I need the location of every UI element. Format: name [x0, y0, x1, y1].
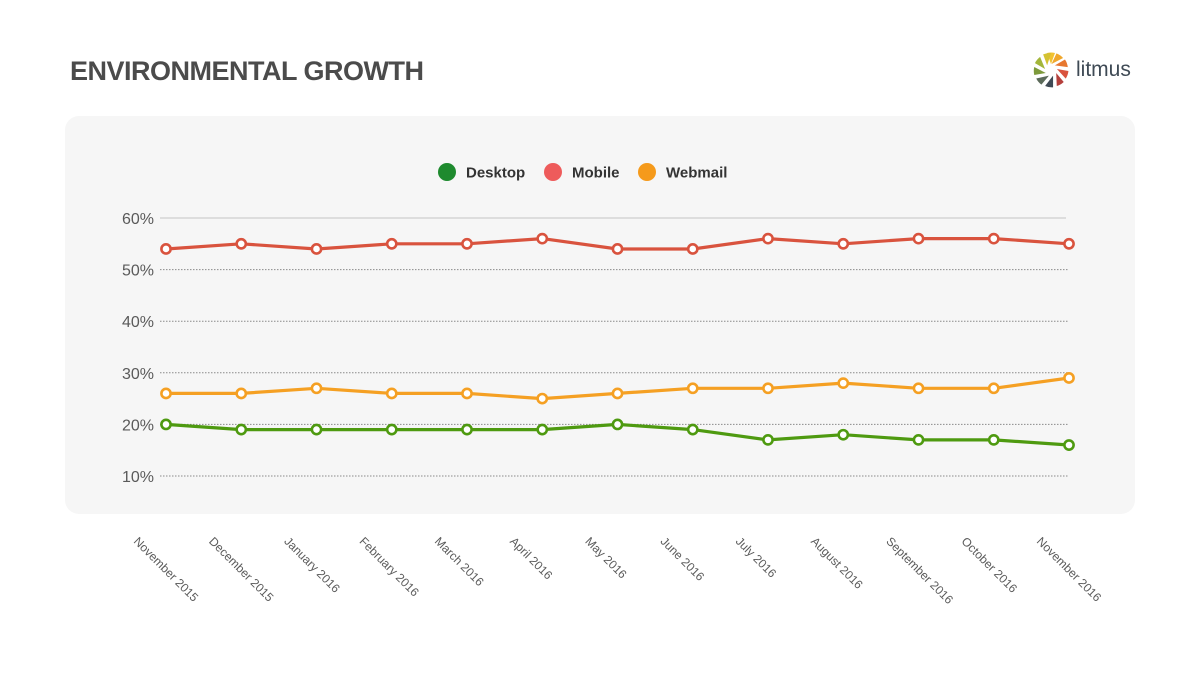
mobile-point	[762, 232, 774, 245]
webmail-point	[912, 382, 925, 395]
x-tick-label: June 2016	[658, 534, 708, 584]
mobile-point	[160, 243, 172, 255]
x-tick-label: August 2016	[808, 534, 866, 592]
webmail-point	[385, 387, 398, 400]
chart-panel	[65, 116, 1135, 514]
mobile-point	[235, 237, 248, 250]
mobile-point	[611, 243, 624, 255]
webmail-point	[536, 392, 549, 405]
webmail-point	[686, 382, 699, 395]
x-tick-label: November 2015	[131, 534, 202, 605]
y-tick-label: 60%	[122, 211, 154, 228]
webmail-point	[1063, 372, 1075, 384]
webmail-point	[160, 387, 172, 400]
desktop-point	[912, 433, 925, 446]
x-tick-label: September 2016	[883, 534, 956, 607]
webmail-legend-label: Webmail	[666, 165, 727, 182]
webmail-point	[310, 382, 323, 395]
y-tick-label: 10%	[122, 469, 154, 486]
desktop-legend-swatch	[438, 163, 456, 181]
desktop-point	[160, 418, 172, 431]
y-tick-label: 20%	[122, 417, 154, 434]
x-tick-label: November 2016	[1034, 534, 1105, 605]
brand-name: litmus	[1076, 58, 1131, 81]
mobile-legend-label: Mobile	[572, 165, 620, 182]
litmus-wheel-logo-icon	[1033, 52, 1069, 88]
desktop-legend-label: Desktop	[466, 165, 525, 182]
webmail-legend-swatch	[638, 163, 656, 181]
x-axis: November 2015 December 2015 January 2016 Fe…	[131, 534, 1105, 607]
mobile-point	[987, 232, 1000, 245]
mobile-point	[837, 237, 850, 250]
mobile-legend-swatch	[544, 163, 562, 181]
desktop-point	[611, 418, 624, 431]
x-tick-label: October 2016	[959, 534, 1021, 596]
desktop-point	[686, 423, 699, 436]
desktop-point	[1063, 439, 1075, 451]
x-tick-label: March 2016	[432, 534, 487, 589]
chart-grid	[160, 217, 1069, 477]
brand-logo: litmus	[1033, 52, 1131, 88]
desktop-point	[235, 423, 248, 436]
series-points	[160, 232, 1075, 451]
desktop-point	[536, 423, 549, 436]
desktop-point	[837, 428, 850, 441]
x-tick-label: July 2016	[733, 534, 779, 580]
x-tick-label: May 2016	[582, 534, 629, 581]
desktop-point	[385, 423, 398, 436]
mobile-point	[1063, 237, 1075, 250]
webmail-point	[987, 382, 1000, 395]
y-axis: 60% 50% 40% 30% 20% 10%	[122, 211, 154, 486]
mobile-point	[310, 243, 323, 255]
webmail-point	[762, 382, 774, 395]
x-tick-label: February 2016	[357, 534, 422, 599]
chart-title: ENVIRONMENTAL GROWTH	[70, 56, 424, 86]
webmail-point	[611, 387, 624, 400]
x-tick-label: December 2015	[206, 534, 277, 605]
x-tick-label: April 2016	[507, 534, 555, 582]
desktop-point	[310, 423, 323, 436]
y-tick-label: 50%	[122, 263, 154, 280]
webmail-point	[235, 387, 248, 400]
y-tick-label: 30%	[122, 366, 154, 383]
mobile-point	[385, 237, 398, 250]
webmail-point	[837, 377, 850, 390]
mobile-point	[912, 232, 925, 245]
webmail-point	[461, 387, 473, 400]
mobile-point	[686, 243, 699, 255]
y-tick-label: 40%	[122, 314, 154, 331]
mobile-point	[461, 237, 473, 250]
chart-legend: Desktop Mobile Webmail	[438, 163, 727, 182]
mobile-point	[536, 232, 549, 245]
desktop-point	[762, 433, 774, 446]
x-tick-label: January 2016	[281, 534, 343, 596]
desktop-point	[987, 433, 1000, 446]
desktop-point	[461, 423, 473, 436]
